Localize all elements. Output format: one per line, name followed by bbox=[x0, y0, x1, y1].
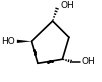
Text: HO: HO bbox=[2, 37, 15, 46]
Polygon shape bbox=[17, 40, 32, 43]
Text: OH: OH bbox=[81, 57, 95, 66]
Text: OH: OH bbox=[61, 1, 75, 10]
